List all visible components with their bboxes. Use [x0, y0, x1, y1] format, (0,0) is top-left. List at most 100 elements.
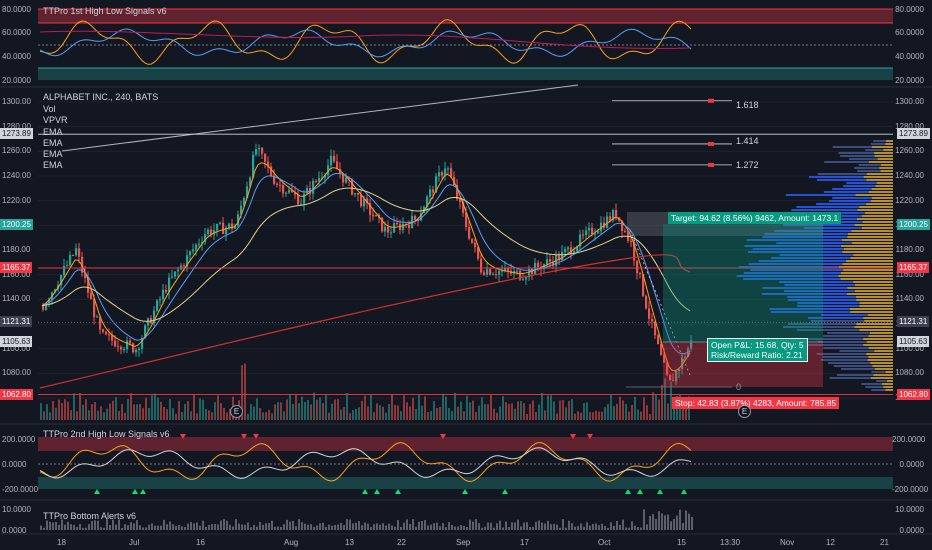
- legend-ema-2[interactable]: EMA: [43, 138, 63, 148]
- volume-bar: [553, 401, 555, 420]
- candle-body: [207, 229, 210, 235]
- vpvr-bar-down: [840, 272, 893, 274]
- price-tick-left: 1280.00: [2, 121, 31, 131]
- candle-body: [180, 265, 183, 270]
- legend-vol[interactable]: Vol: [43, 104, 56, 114]
- volume-bar: [544, 410, 546, 420]
- volume-bar: [43, 411, 45, 420]
- bottom-alert-bar: [82, 527, 84, 530]
- top-tick-right-20: 20.0000: [895, 76, 924, 85]
- bottom-alert-bar: [43, 527, 45, 530]
- bottom-alert-bar: [427, 525, 429, 530]
- vpvr-bar-down: [873, 374, 893, 376]
- bottom-alert-bar: [634, 525, 636, 530]
- legend-ema-4[interactable]: EMA: [43, 160, 63, 170]
- bottom-alert-bar: [226, 520, 228, 530]
- vpvr-bar-up: [873, 140, 887, 142]
- volume-bar: [139, 404, 141, 420]
- price-tick-right: 1140.00: [895, 294, 924, 304]
- vpvr-bar-down: [868, 347, 893, 349]
- price-tag-right: 1273.89: [897, 128, 930, 140]
- vpvr-bar-up: [785, 194, 856, 196]
- bottom-alert-bar: [499, 520, 501, 530]
- legend-ema-1[interactable]: EMA: [43, 127, 63, 137]
- candle-body: [345, 177, 348, 183]
- volume-bar: [97, 410, 99, 420]
- earnings-mark-2[interactable]: E: [738, 405, 751, 418]
- candle-body: [495, 274, 498, 276]
- volume-bar: [322, 402, 324, 420]
- vpvr-bar-up: [829, 377, 871, 379]
- vpvr-bar-down: [843, 248, 893, 250]
- vpvr-bar-up: [861, 383, 882, 385]
- candle-body: [282, 184, 285, 194]
- volume-bar: [622, 400, 624, 420]
- volume-bar: [244, 363, 246, 420]
- candle-body: [360, 194, 363, 207]
- volume-bar: [91, 404, 93, 420]
- signal-down-arrow: [587, 434, 593, 439]
- bottom-alert-bar: [685, 510, 687, 530]
- candle-body: [570, 247, 573, 254]
- candle-body: [264, 153, 267, 162]
- bottom-alert-bar: [310, 524, 312, 530]
- candle-body: [516, 270, 519, 272]
- top-overbought-band: [38, 9, 893, 23]
- stop-label[interactable]: Stop: 42.83 (3.87%) 4283, Amount: 785.85: [672, 397, 840, 409]
- candle-body: [162, 289, 165, 300]
- bottom-alert-bar: [361, 525, 363, 530]
- vpvr-bar-down: [863, 176, 893, 178]
- candle-body: [78, 248, 81, 257]
- bottom-alert-bar: [430, 524, 432, 530]
- volume-bar: [136, 404, 138, 420]
- volume-bar: [364, 395, 366, 420]
- bottom-alert-bar: [625, 527, 627, 530]
- target-label[interactable]: Target: 94.62 (8.56%) 9462, Amount: 1473…: [668, 212, 842, 224]
- legend-ema-3[interactable]: EMA: [43, 149, 63, 159]
- vpvr-bar-down: [850, 257, 893, 259]
- vpvr-bar-up: [827, 362, 871, 364]
- bottom-alert-bar: [325, 526, 327, 530]
- volume-bar: [331, 403, 333, 420]
- open-pnl-label[interactable]: Open P&L: 15.68, Qty: 5 Risk/Reward Rati…: [707, 338, 808, 362]
- bottom-alert-bar: [178, 525, 180, 530]
- vpvr-bar-up: [744, 245, 842, 247]
- position-profit-zone: [663, 224, 823, 342]
- volume-bar: [640, 411, 642, 420]
- top-tick-left-40: 40.0000: [2, 52, 31, 61]
- vpvr-bar-up: [865, 386, 884, 388]
- bottom-alert-bar: [382, 523, 384, 530]
- bottom-alert-bar: [457, 526, 459, 530]
- candle-body: [324, 175, 327, 178]
- candle-body: [165, 289, 168, 292]
- x-label-12: 12: [826, 538, 835, 547]
- vpvr-bar-up: [787, 296, 857, 298]
- bottom-alert-bar: [592, 523, 594, 530]
- bottom-tick-right-10: 10.0000: [895, 505, 924, 514]
- candle-body: [528, 268, 531, 278]
- vpvr-bar-up: [823, 191, 869, 193]
- volume-bar: [373, 412, 375, 420]
- bottom-alert-bar: [154, 525, 156, 530]
- legend-vpvr[interactable]: VPVR: [43, 115, 68, 125]
- bottom-alert-bar: [235, 519, 237, 530]
- bottom-alert-bar: [229, 524, 231, 530]
- fib-marker: [708, 98, 714, 103]
- bottom-alert-bar: [148, 524, 150, 530]
- candle-body: [342, 173, 345, 183]
- volume-bar: [601, 411, 603, 420]
- bottom-alert-bar: [292, 520, 294, 530]
- candle-body: [279, 184, 282, 186]
- bottom-alert-bar: [256, 526, 258, 530]
- bottom-alert-bar: [193, 523, 195, 530]
- price-tick-right: 1160.00: [895, 269, 924, 279]
- earnings-mark-1[interactable]: E: [230, 405, 243, 418]
- vpvr-bar-down: [854, 326, 893, 328]
- bottom-alert-bar: [385, 525, 387, 530]
- volume-bar: [49, 412, 51, 420]
- vpvr-bar-up: [787, 299, 857, 301]
- volume-bar: [412, 397, 414, 420]
- vpvr-bar-down: [857, 209, 893, 211]
- vpvr-bar-down: [851, 230, 893, 232]
